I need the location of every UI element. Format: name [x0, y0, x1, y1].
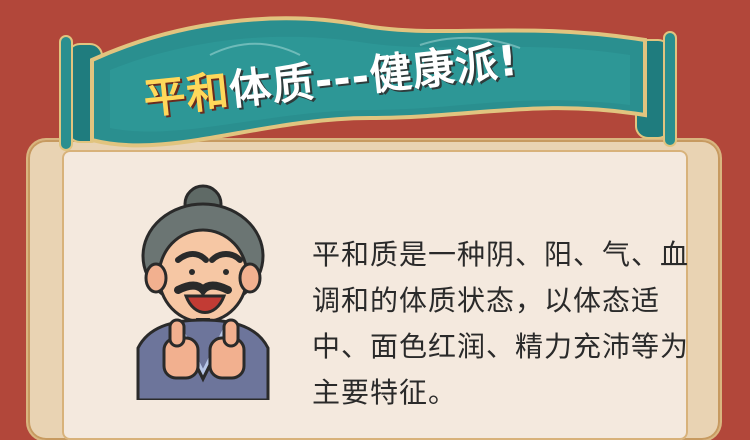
ribbon-banner	[59, 16, 677, 151]
poster: 平和 体质---健康派!	[28, 16, 720, 440]
thumbs-up-icon	[162, 318, 246, 380]
title-highlight: 平和	[141, 65, 232, 124]
character-illustration	[136, 184, 270, 400]
description-text: 平和质是一种阴、阳、气、血调和的体质状态，以体态适中、面色红润、精力充沛等为主要…	[312, 238, 690, 409]
